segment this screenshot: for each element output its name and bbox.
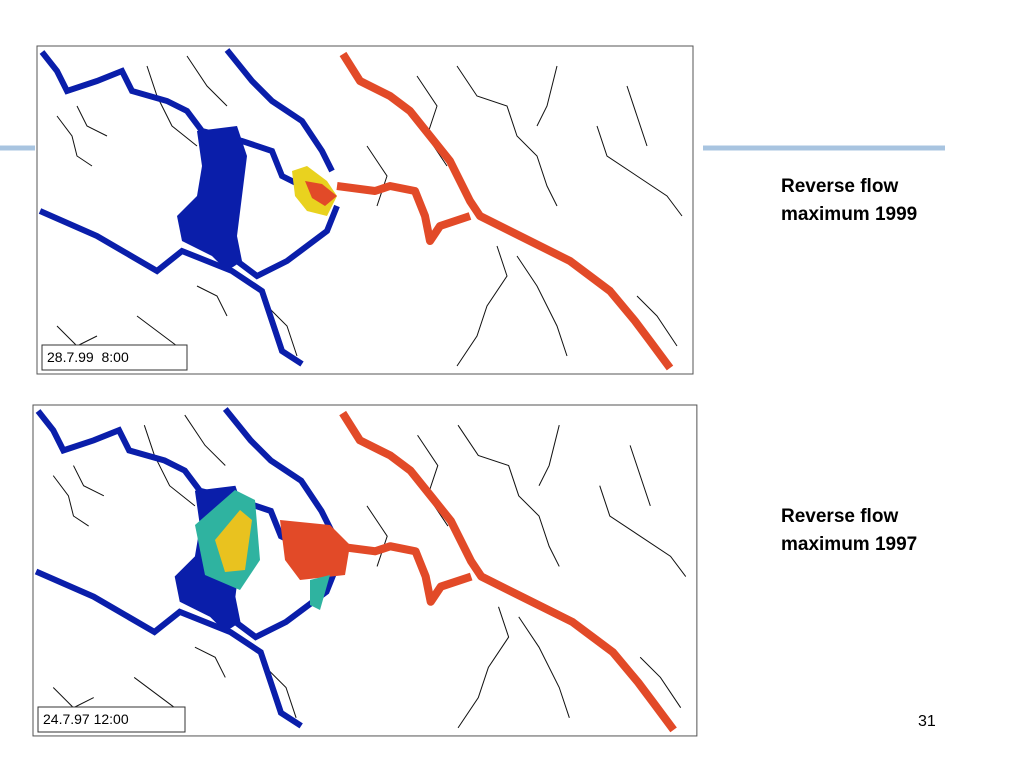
reverse-flow-front [215, 510, 252, 572]
timestamp: 24.7.97 12:00 [43, 711, 129, 727]
caption-line: maximum 1997 [781, 534, 917, 555]
page-number: 31 [918, 713, 936, 730]
map-1999: 28.7.99 8:00 [37, 46, 693, 374]
caption-line: maximum 1999 [781, 204, 917, 225]
timestamp-box [41, 344, 188, 371]
caption-line: Reverse flow [781, 176, 898, 197]
timestamp-box [37, 706, 186, 733]
caption-line: Reverse flow [781, 506, 898, 527]
map-1997: 24.7.97 12:00 [33, 405, 697, 736]
timestamp: 28.7.99 8:00 [47, 349, 129, 365]
reverse-flow-front [310, 575, 330, 610]
reverse-flow-core [280, 520, 350, 580]
